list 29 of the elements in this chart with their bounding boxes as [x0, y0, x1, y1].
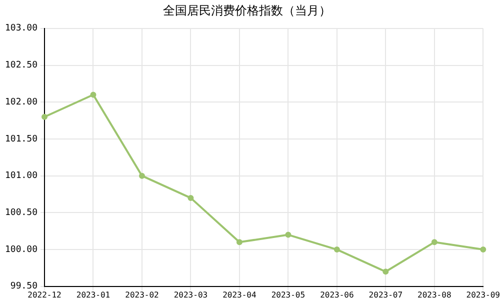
x-tick-label: 2023-06	[320, 290, 354, 300]
x-tick-label: 2023-05	[271, 290, 306, 300]
point	[188, 194, 194, 201]
point	[431, 239, 438, 246]
chart-title: 全国居民消费价格指数（当月）	[163, 3, 331, 18]
point	[42, 114, 48, 120]
point	[285, 232, 292, 238]
x-tick-label: 2023-02	[125, 290, 160, 300]
y-tick-label: 102.50	[4, 60, 38, 71]
x-tick-label: 2023-07	[368, 290, 403, 300]
point	[90, 92, 96, 98]
x-tick-label: 2023-01	[76, 290, 110, 300]
y-tick-label: 100.00	[4, 244, 38, 255]
point	[480, 246, 486, 253]
y-tick-label: 102.00	[4, 97, 38, 108]
y-tick-label: 99.50	[10, 282, 38, 292]
x-tick-label: 2023-04	[222, 290, 256, 300]
point	[334, 246, 340, 253]
point	[382, 268, 389, 275]
x-tick-label: 2023-03	[174, 290, 208, 300]
y-tick-label: 103.00	[4, 24, 38, 34]
y-tick-label: 101.00	[4, 171, 38, 182]
x-tick-label: 2023-08	[418, 290, 452, 300]
x-tick-label: 2023-09	[466, 290, 500, 300]
point	[236, 239, 242, 246]
y-tick-label: 100.50	[4, 208, 38, 218]
x-tick-label: 2022-12	[28, 290, 62, 300]
y-tick-label: 101.50	[4, 134, 38, 144]
point	[138, 172, 145, 179]
